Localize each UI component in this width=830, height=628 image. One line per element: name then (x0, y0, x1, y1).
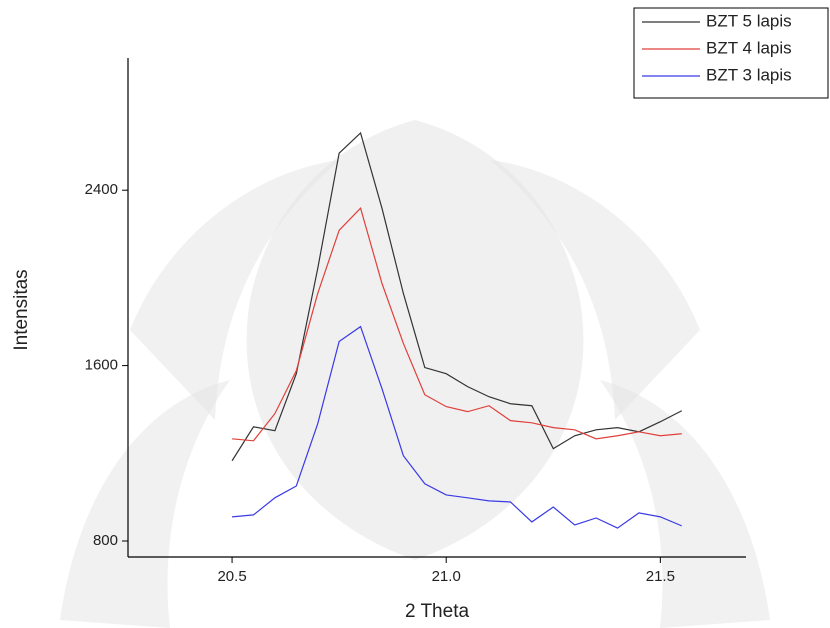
watermark (60, 120, 770, 628)
x-axis-title: 2 Theta (405, 601, 470, 622)
y-tick-label: 800 (93, 532, 118, 549)
legend-label: BZT 3 lapis (706, 65, 792, 84)
chart: 2 Theta Intensitas 800 1600 2400 20.5 21.0 21… (0, 0, 830, 628)
x-tick-label: 21.5 (646, 568, 675, 585)
legend-label: BZT 5 lapis (706, 11, 792, 30)
x-tick-label: 21.0 (432, 568, 461, 585)
y-tick-label: 2400 (85, 181, 118, 198)
x-tick-label: 20.5 (217, 568, 246, 585)
y-axis-title: Intensitas (11, 269, 32, 350)
y-tick-label: 1600 (85, 357, 118, 374)
legend-label: BZT 4 lapis (706, 38, 792, 57)
